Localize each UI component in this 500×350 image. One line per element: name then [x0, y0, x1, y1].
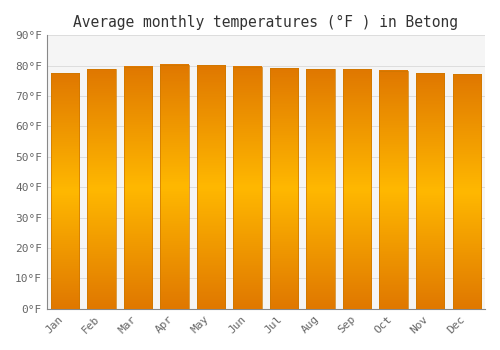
Bar	[343, 69, 372, 309]
Bar	[306, 69, 335, 309]
Bar	[234, 66, 262, 309]
Bar	[197, 65, 226, 309]
Bar	[88, 69, 116, 309]
Bar	[51, 73, 80, 309]
Bar	[160, 64, 189, 309]
Bar	[416, 73, 444, 309]
Title: Average monthly temperatures (°F ) in Betong: Average monthly temperatures (°F ) in Be…	[74, 15, 458, 30]
Bar	[380, 71, 408, 309]
Bar	[452, 74, 481, 309]
Bar	[270, 68, 298, 309]
Bar	[124, 66, 152, 309]
